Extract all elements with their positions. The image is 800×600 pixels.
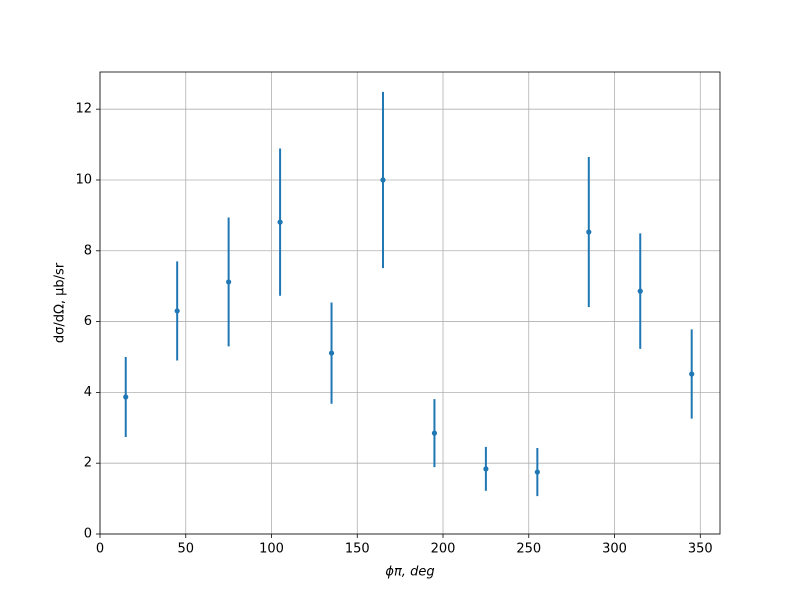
point [431,430,438,436]
y-tick-label: 0 [84,527,92,542]
point [328,350,335,356]
x-tick-label: 100 [259,542,284,557]
x-tick-label: 300 [602,542,627,557]
plot-frame [99,71,721,535]
point [534,469,540,475]
point [483,466,489,472]
x-tick-label: 200 [431,542,456,557]
point [123,394,129,400]
y-tick-label: 2 [84,456,92,471]
x-axis-label: ϕπ, deg [385,565,434,580]
x-tick-label: 50 [177,542,194,557]
point [226,279,232,285]
x-tick-label: 150 [345,542,370,557]
point [689,371,695,377]
y-tick-label: 4 [84,385,92,400]
y-tick-label: 8 [84,243,92,258]
x-tick-label: 0 [96,542,104,557]
point [380,177,386,183]
y-axis-label: dσ/dΩ, μb/sr [53,262,68,343]
point [174,308,180,314]
x-tick-label: 250 [516,542,541,557]
point [637,288,643,294]
y-tick-label: 12 [75,102,92,117]
point [586,229,592,235]
x-tick-label: 350 [688,542,713,557]
point [277,219,283,225]
y-tick-label: 10 [75,172,92,187]
y-tick-label: 6 [84,314,92,329]
